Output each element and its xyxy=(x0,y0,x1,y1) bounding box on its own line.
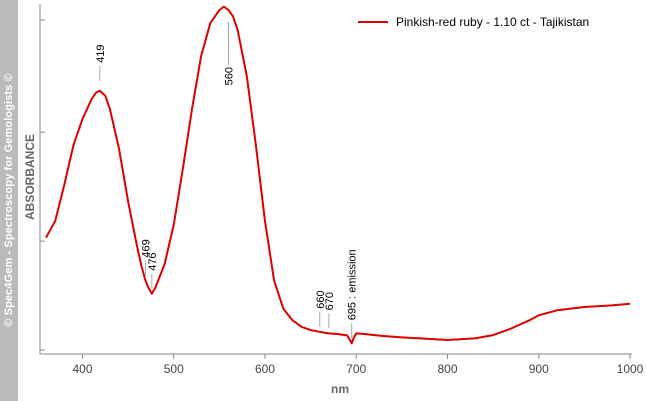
annotation-label-419: 419 xyxy=(95,44,107,62)
x-tick-label-400: 400 xyxy=(72,362,92,376)
annotation-label-695: 695 : emission xyxy=(347,249,359,320)
x-axis-ticks: 400 500 600 700 800 900 1000 xyxy=(72,354,644,376)
x-tick-label-500: 500 xyxy=(164,362,184,376)
x-tick-label-900: 900 xyxy=(529,362,549,376)
x-tick-label-800: 800 xyxy=(437,362,457,376)
plot-area xyxy=(40,4,632,354)
axes xyxy=(39,4,632,355)
x-tick-label-700: 700 xyxy=(346,362,366,376)
annotation-label-660: 660 xyxy=(315,290,327,308)
series-line-pinkish-red-ruby xyxy=(45,5,631,345)
y-axis-ticks xyxy=(40,19,45,351)
legend-entry-label: Pinkish-red ruby - 1.10 ct - Tajikistan xyxy=(396,15,589,29)
sidebar-watermark-strip: © Spec4Gem - Spectroscopy for Gemologist… xyxy=(0,0,18,401)
y-axis-title: ABSORBANCE xyxy=(23,134,37,220)
annotation-label-560: 560 xyxy=(224,67,236,85)
annotation-label-670: 670 xyxy=(324,292,336,310)
annotation-label-469: 469 xyxy=(140,239,152,257)
annotation-label-476: 476 xyxy=(147,252,159,270)
x-tick-label-600: 600 xyxy=(255,362,275,376)
x-axis-title: nm xyxy=(331,382,349,396)
x-tick-label-1000: 1000 xyxy=(617,362,644,376)
legend: Pinkish-red ruby - 1.10 ct - Tajikistan xyxy=(358,15,589,29)
